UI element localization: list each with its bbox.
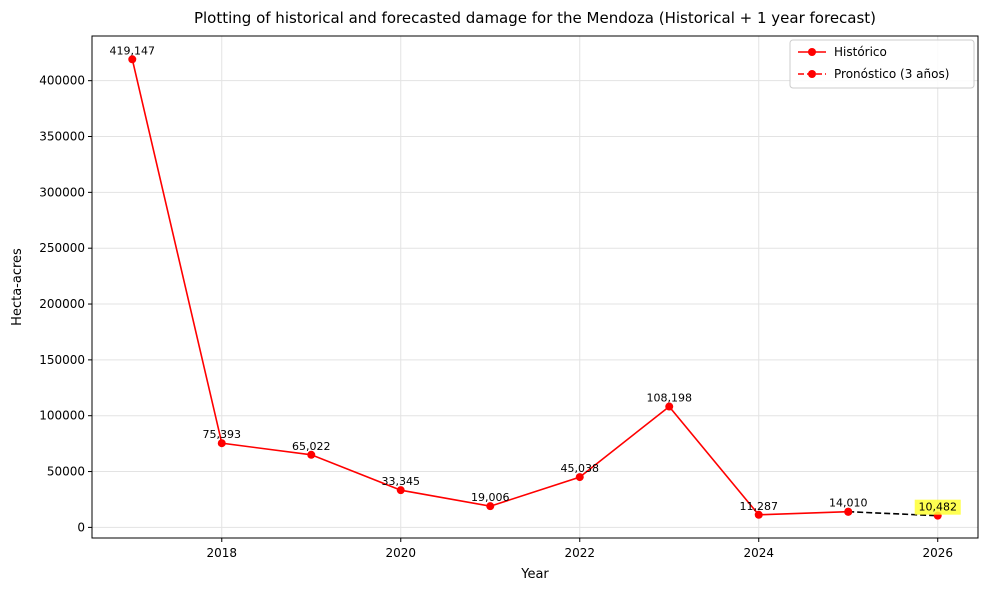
legend: Histórico Pronóstico (3 años) bbox=[789, 39, 975, 89]
x-axis-label: Year bbox=[520, 567, 549, 582]
series-0-point bbox=[307, 450, 316, 459]
grid-layer bbox=[92, 36, 978, 538]
x-tick-label: 2024 bbox=[743, 546, 774, 560]
y-tick-label: 0 bbox=[77, 520, 85, 534]
legend-label-1: Pronóstico (3 años) bbox=[834, 67, 949, 81]
data-label: 19,006 bbox=[471, 491, 510, 504]
series-1-point bbox=[844, 507, 853, 516]
chart-title: Plotting of historical and forecasted da… bbox=[194, 9, 876, 27]
x-tick-label: 2020 bbox=[385, 546, 416, 560]
data-label: 33,345 bbox=[382, 475, 421, 488]
series-0-point bbox=[396, 486, 405, 495]
x-tick-label: 2022 bbox=[564, 546, 595, 560]
legend-marker-1 bbox=[808, 70, 816, 78]
series-0-point bbox=[128, 55, 137, 64]
data-label: 65,022 bbox=[292, 440, 331, 453]
y-tick-label: 250000 bbox=[39, 241, 85, 255]
data-label: 419,147 bbox=[110, 44, 156, 57]
data-label: 11,287 bbox=[739, 500, 778, 513]
data-label: 108,198 bbox=[646, 392, 692, 405]
series-0-point bbox=[575, 473, 584, 482]
data-label: 10,482 bbox=[918, 501, 957, 514]
series-line-1 bbox=[848, 510, 938, 517]
series-layer bbox=[128, 55, 942, 520]
x-axis-ticks: 2018 2020 2022 2024 2026 bbox=[206, 538, 953, 560]
data-label-highlight bbox=[914, 499, 961, 515]
legend-box bbox=[789, 39, 975, 89]
data-label: 75,393 bbox=[203, 428, 242, 441]
plot-area-frame bbox=[91, 35, 979, 539]
x-tick-label: 2026 bbox=[922, 546, 953, 560]
y-tick-label: 200000 bbox=[39, 297, 85, 311]
data-label: 14,010 bbox=[829, 497, 868, 510]
series-0-point bbox=[665, 402, 674, 411]
y-tick-label: 100000 bbox=[39, 409, 85, 423]
y-tick-label: 400000 bbox=[39, 74, 85, 88]
y-tick-label: 350000 bbox=[39, 130, 85, 144]
series-0-point bbox=[217, 439, 226, 448]
series-line-0 bbox=[131, 59, 849, 516]
series-0-point bbox=[754, 510, 763, 519]
x-tick-label: 2018 bbox=[206, 546, 237, 560]
data-label-layer: 419,147 75,393 65,022 33,345 19,006 45,038 108… bbox=[110, 44, 961, 515]
data-label: 45,038 bbox=[560, 462, 599, 475]
y-axis-label: Hecta-acres bbox=[10, 248, 25, 326]
legend-marker-0 bbox=[808, 48, 816, 56]
y-tick-label: 50000 bbox=[47, 465, 85, 479]
series-0-point bbox=[486, 502, 495, 511]
legend-label-0: Histórico bbox=[834, 45, 887, 59]
y-axis-ticks: 0 50000 100000 150000 200000 250000 300000 3500… bbox=[39, 74, 92, 534]
y-tick-label: 150000 bbox=[39, 353, 85, 367]
y-tick-label: 300000 bbox=[39, 185, 85, 199]
